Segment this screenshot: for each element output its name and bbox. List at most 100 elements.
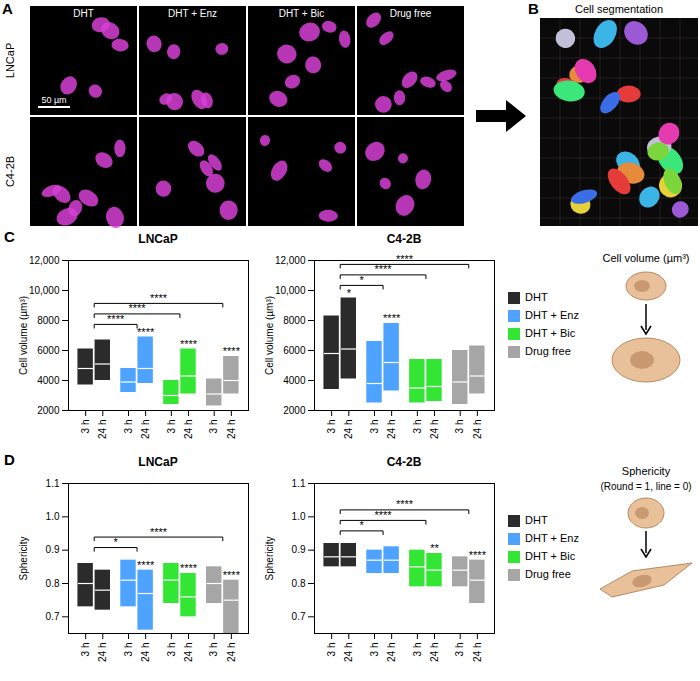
svg-text:24 h: 24 h (343, 643, 354, 662)
svg-text:0.8: 0.8 (46, 578, 60, 589)
svg-text:**: ** (430, 542, 439, 554)
html-text:C4-2B: C4-2B (386, 232, 422, 246)
svg-text:C4-2B: C4-2B (4, 156, 16, 187)
svg-text:3 h: 3 h (208, 420, 219, 434)
html-text:DHT + Enz: DHT + Enz (525, 532, 579, 544)
svg-text:****: **** (223, 569, 241, 581)
svg-text:24 h: 24 h (140, 420, 151, 439)
svg-text:3 h: 3 h (166, 420, 177, 434)
svg-text:24 h: 24 h (97, 643, 108, 662)
html-text:LNCaP: LNCaP (138, 232, 178, 246)
svg-text:3 h: 3 h (454, 420, 465, 434)
svg-text:Drug free: Drug free (390, 8, 432, 19)
svg-text:2000: 2000 (283, 405, 306, 416)
svg-text:0.7: 0.7 (292, 611, 306, 622)
svg-text:1.0: 1.0 (292, 511, 306, 522)
svg-text:24 h: 24 h (97, 420, 108, 439)
svg-text:24 h: 24 h (386, 643, 397, 662)
svg-text:3 h: 3 h (454, 643, 465, 657)
svg-text:8000: 8000 (37, 315, 60, 326)
svg-text:10,000: 10,000 (29, 285, 60, 296)
svg-text:****: **** (375, 263, 393, 275)
html-text:DHT: DHT (525, 514, 548, 526)
svg-text:Sphericity: Sphericity (18, 537, 29, 581)
svg-text:3 h: 3 h (412, 420, 423, 434)
svg-text:24 h: 24 h (183, 420, 194, 439)
svg-text:0.9: 0.9 (46, 544, 60, 555)
svg-text:****: **** (180, 562, 198, 574)
svg-text:24 h: 24 h (472, 643, 483, 662)
svg-text:3 h: 3 h (166, 643, 177, 657)
html-text:C4-2B: C4-2B (386, 455, 422, 469)
html-text:Drug free: Drug free (525, 568, 571, 580)
svg-text:****: **** (223, 345, 241, 357)
svg-text:*: * (347, 287, 352, 299)
svg-text:*: * (360, 274, 365, 286)
svg-text:****: **** (396, 253, 414, 265)
svg-text:****: **** (383, 312, 401, 324)
html-text:LNCaP: LNCaP (138, 455, 178, 469)
svg-text:Cell volume (µm³): Cell volume (µm³) (18, 296, 29, 375)
svg-text:3 h: 3 h (80, 420, 91, 434)
svg-text:24 h: 24 h (226, 643, 237, 662)
svg-text:****: **** (469, 549, 487, 561)
svg-text:*: * (114, 536, 119, 548)
svg-text:6000: 6000 (37, 345, 60, 356)
html-text:Drug free: Drug free (525, 345, 571, 357)
svg-text:24 h: 24 h (226, 420, 237, 439)
svg-text:****: **** (137, 559, 155, 571)
svg-text:3 h: 3 h (80, 643, 91, 657)
svg-text:1.1: 1.1 (292, 478, 306, 489)
svg-text:3 h: 3 h (412, 643, 423, 657)
svg-text:50 µm: 50 µm (41, 95, 66, 105)
svg-text:****: **** (150, 292, 168, 304)
svg-text:0.7: 0.7 (46, 611, 60, 622)
svg-text:****: **** (180, 338, 198, 350)
svg-text:24 h: 24 h (429, 420, 440, 439)
svg-text:24 h: 24 h (183, 643, 194, 662)
svg-text:DHT + Bic: DHT + Bic (279, 8, 325, 19)
svg-text:10,000: 10,000 (275, 285, 306, 296)
svg-text:1.1: 1.1 (46, 478, 60, 489)
svg-text:12,000: 12,000 (275, 255, 306, 266)
svg-text:3 h: 3 h (326, 420, 337, 434)
svg-text:24 h: 24 h (429, 643, 440, 662)
svg-text:****: **** (129, 302, 147, 314)
svg-text:3 h: 3 h (208, 643, 219, 657)
svg-text:****: **** (137, 326, 155, 338)
html-text:Cell volume (µm³): Cell volume (µm³) (602, 252, 690, 264)
svg-text:DHT + Enz: DHT + Enz (168, 8, 217, 19)
html-text:DHT + Enz: DHT + Enz (525, 309, 579, 321)
svg-text:****: **** (375, 509, 393, 521)
svg-text:Cell volume (µm³): Cell volume (µm³) (264, 296, 275, 375)
svg-text:3 h: 3 h (369, 420, 380, 434)
svg-text:3 h: 3 h (123, 643, 134, 657)
svg-text:12,000: 12,000 (29, 255, 60, 266)
svg-text:3 h: 3 h (369, 643, 380, 657)
svg-text:24 h: 24 h (343, 420, 354, 439)
svg-text:****: **** (396, 498, 414, 510)
svg-text:Sphericity: Sphericity (264, 537, 275, 581)
svg-text:0.9: 0.9 (292, 544, 306, 555)
svg-text:****: **** (107, 313, 125, 325)
svg-text:****: **** (150, 526, 168, 538)
svg-text:3 h: 3 h (326, 643, 337, 657)
svg-text:*: * (360, 519, 365, 531)
html-text:DHT + Bic: DHT + Bic (525, 550, 576, 562)
svg-text:2000: 2000 (37, 405, 60, 416)
svg-text:8000: 8000 (283, 315, 306, 326)
svg-text:0.8: 0.8 (292, 578, 306, 589)
svg-text:4000: 4000 (283, 375, 306, 386)
svg-text:LNCaP: LNCaP (4, 43, 16, 78)
html-text:Cell segmentation: Cell segmentation (575, 3, 663, 15)
svg-text:DHT: DHT (73, 8, 94, 19)
svg-text:1.0: 1.0 (46, 511, 60, 522)
svg-text:6000: 6000 (283, 345, 306, 356)
svg-text:24 h: 24 h (472, 420, 483, 439)
svg-text:4000: 4000 (37, 375, 60, 386)
svg-text:3 h: 3 h (123, 420, 134, 434)
svg-text:24 h: 24 h (386, 420, 397, 439)
svg-text:24 h: 24 h (140, 643, 151, 662)
html-text:DHT + Bic: DHT + Bic (525, 327, 576, 339)
html-text:DHT: DHT (525, 291, 548, 303)
